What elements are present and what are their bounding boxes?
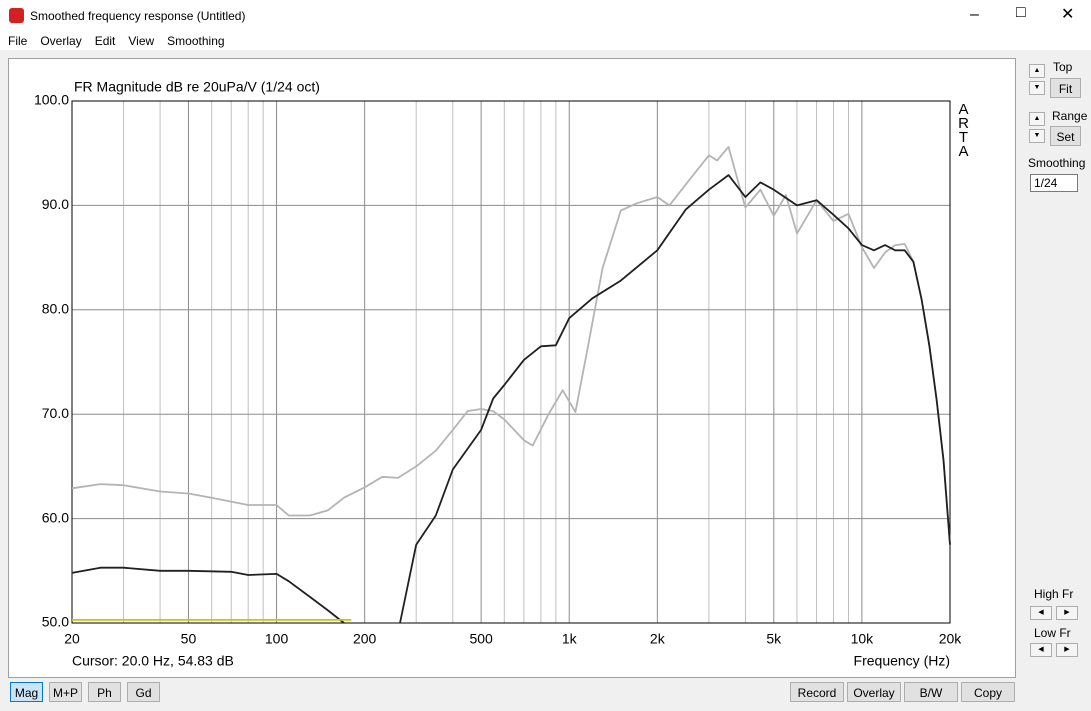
x-axis-label: Frequency (Hz) xyxy=(854,653,950,669)
smoothing-select[interactable]: 1/24 xyxy=(1030,174,1078,192)
x-tick-label: 10k xyxy=(851,631,875,647)
mode-button[interactable]: Ph xyxy=(88,682,121,702)
close[interactable]: ✕ xyxy=(1061,6,1075,23)
x-tick-label: 20 xyxy=(64,631,80,647)
top-up[interactable]: ▲ xyxy=(1029,64,1045,78)
action-button[interactable]: Overlay xyxy=(847,682,901,702)
action-button[interactable]: Record xyxy=(790,682,844,702)
menu-item[interactable]: View xyxy=(128,34,155,48)
plot-panel xyxy=(8,58,1016,678)
top-down[interactable]: ▼ xyxy=(1029,81,1045,95)
mode-button[interactable]: Gd xyxy=(127,682,160,702)
app-icon xyxy=(9,8,24,23)
high-fr-left[interactable]: ◀ xyxy=(1030,606,1052,620)
menu-item[interactable]: Edit xyxy=(94,34,116,48)
x-tick-label: 20k xyxy=(939,631,963,647)
y-tick-label: 60.0 xyxy=(42,509,69,525)
window-title: Smoothed frequency response (Untitled) xyxy=(30,9,246,23)
x-tick-label: 50 xyxy=(181,631,197,647)
x-tick-label: 200 xyxy=(353,631,377,647)
maximize[interactable]: □ xyxy=(1016,4,1026,21)
plot-frame xyxy=(71,100,951,624)
action-button[interactable]: B/W xyxy=(904,682,958,702)
top-label: Top xyxy=(1053,60,1073,74)
range-up[interactable]: ▲ xyxy=(1029,112,1045,126)
title-bar: Smoothed frequency response (Untitled) –… xyxy=(0,0,1091,32)
side-label: ARTA xyxy=(955,101,972,157)
y-tick-label: 90.0 xyxy=(42,196,69,212)
range-label: Range xyxy=(1052,109,1088,123)
menu-bar: File Overlay Edit View Smoothing xyxy=(0,32,1091,50)
x-tick-label: 500 xyxy=(469,631,493,647)
action-button[interactable]: Copy xyxy=(961,682,1015,702)
fit-button[interactable]: Fit xyxy=(1050,78,1081,98)
x-tick-label: 100 xyxy=(265,631,289,647)
y-tick-label: 80.0 xyxy=(42,301,69,317)
cursor-readout: Cursor: 20.0 Hz, 54.83 dB xyxy=(72,653,234,669)
smoothing-label: Smoothing xyxy=(1028,156,1086,170)
mode-button[interactable]: Mag xyxy=(10,682,43,702)
series-line xyxy=(71,146,951,545)
menu-item[interactable]: Smoothing xyxy=(167,34,225,48)
low-fr-label: Low Fr xyxy=(1034,626,1071,640)
low-fr-left[interactable]: ◀ xyxy=(1030,643,1052,657)
minimize[interactable]: – xyxy=(970,6,979,23)
y-tick-label: 100.0 xyxy=(34,92,69,108)
range-down[interactable]: ▼ xyxy=(1029,129,1045,143)
high-fr-label: High Fr xyxy=(1034,587,1074,601)
set-button[interactable]: Set xyxy=(1050,126,1081,146)
menu-item[interactable]: Overlay xyxy=(40,34,82,48)
high-fr-right[interactable]: ▶ xyxy=(1056,606,1078,620)
x-tick-label: 1k xyxy=(562,631,578,647)
low-fr-right[interactable]: ▶ xyxy=(1056,643,1078,657)
y-tick-label: 70.0 xyxy=(42,405,69,421)
mode-button[interactable]: M+P xyxy=(49,682,82,702)
menu-item[interactable]: File xyxy=(8,34,28,48)
chart-title: FR Magnitude dB re 20uPa/V (1/24 oct) xyxy=(74,79,320,95)
x-tick-label: 2k xyxy=(650,631,666,647)
series-line xyxy=(71,174,951,624)
x-tick-label: 5k xyxy=(766,631,782,647)
y-tick-label: 50.0 xyxy=(42,614,69,630)
